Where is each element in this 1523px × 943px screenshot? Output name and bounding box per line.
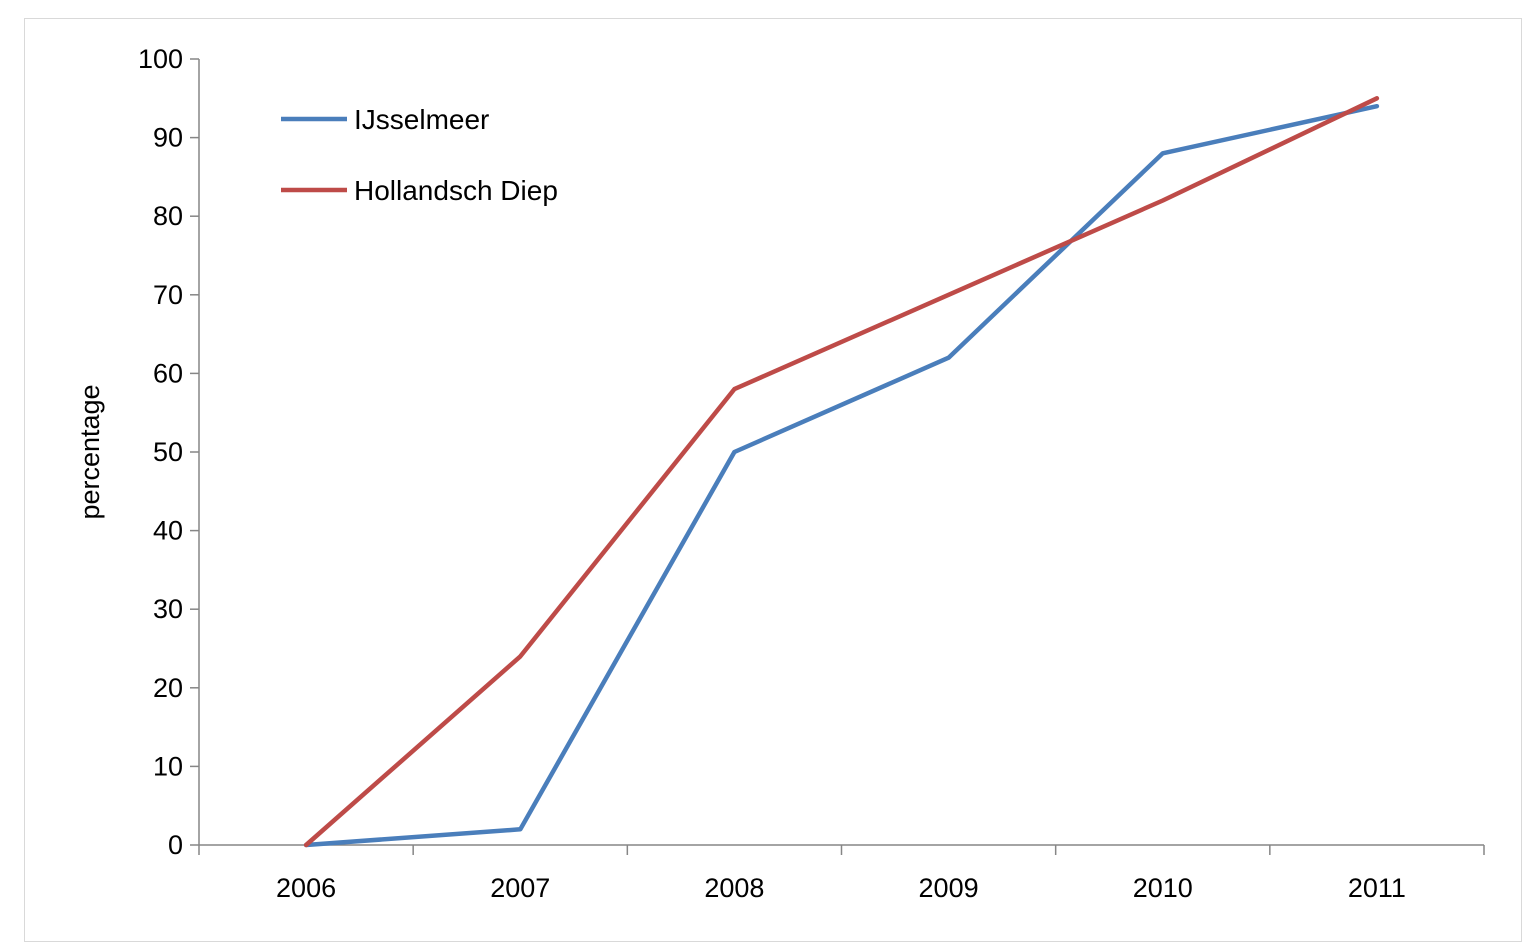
y-tick-label: 10	[153, 751, 183, 781]
series-line-2	[303, 96, 1380, 848]
y-axis: 0 10 20 30 40 50 60 70 80 90 100	[138, 44, 200, 860]
y-tick-label: 80	[153, 201, 183, 231]
y-tick-label: 50	[153, 437, 183, 467]
y-tick-label: 30	[153, 594, 183, 624]
chart-frame	[24, 18, 1522, 942]
legend: IJsselmeer Hollandsch Diep	[281, 104, 558, 206]
x-tick-label: 2006	[276, 873, 336, 903]
y-tick-label: 70	[153, 280, 183, 310]
y-tick-label: 100	[138, 44, 183, 74]
y-tick-label: 60	[153, 358, 183, 388]
y-tick-label: 40	[153, 516, 183, 546]
x-tick-label: 2009	[919, 873, 979, 903]
y-axis-title: percentage	[75, 384, 105, 519]
legend-label: Hollandsch Diep	[354, 175, 558, 206]
series-line-1	[303, 103, 1380, 848]
x-axis: 2006 2007 2008 2009 2010 2011	[198, 844, 1485, 903]
x-tick-label: 2007	[490, 873, 550, 903]
y-tick-label: 0	[168, 830, 183, 860]
x-tick-label: 2008	[704, 873, 764, 903]
x-tick-label: 2010	[1133, 873, 1193, 903]
legend-label: IJsselmeer	[354, 104, 489, 135]
y-tick-label: 20	[153, 673, 183, 703]
y-tick-label: 90	[153, 123, 183, 153]
x-tick-label: 2011	[1348, 873, 1406, 903]
series-lines	[303, 96, 1380, 848]
